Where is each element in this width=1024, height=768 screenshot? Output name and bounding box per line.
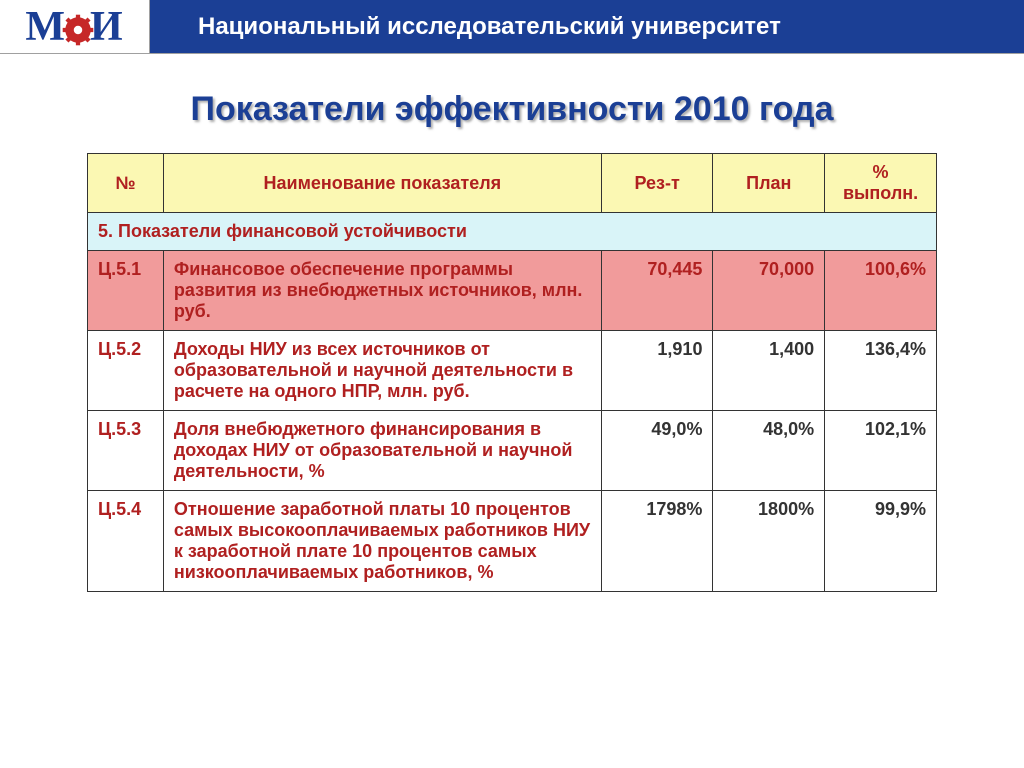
row-desc: Доходы НИУ из всех источников от образов…	[163, 331, 601, 411]
row-percent: 102,1%	[825, 411, 937, 491]
section-label: 5. Показатели финансовой устойчивости	[88, 213, 937, 251]
row-code: Ц.5.4	[88, 491, 164, 592]
row-percent: 136,4%	[825, 331, 937, 411]
row-plan: 70,000	[713, 251, 825, 331]
row-code: Ц.5.2	[88, 331, 164, 411]
col-plan: План	[713, 154, 825, 213]
col-name: Наименование показателя	[163, 154, 601, 213]
table-row: Ц.5.2 Доходы НИУ из всех источников от о…	[88, 331, 937, 411]
logo-box: М	[0, 0, 150, 53]
row-code: Ц.5.3	[88, 411, 164, 491]
col-num: №	[88, 154, 164, 213]
gear-icon	[61, 10, 95, 44]
row-code: Ц.5.1	[88, 251, 164, 331]
logo: М	[25, 3, 123, 51]
col-percent: % выполн.	[825, 154, 937, 213]
logo-letter-m: М	[25, 3, 66, 51]
table-container: № Наименование показателя Рез-т План % в…	[87, 153, 937, 592]
row-result: 1,910	[601, 331, 713, 411]
row-desc: Отношение заработной платы 10 процентов …	[163, 491, 601, 592]
table-row: Ц.5.4 Отношение заработной платы 10 проц…	[88, 491, 937, 592]
row-result: 49,0%	[601, 411, 713, 491]
page-title: Показатели эффективности 2010 года	[0, 90, 1024, 129]
row-percent: 100,6%	[825, 251, 937, 331]
row-plan: 48,0%	[713, 411, 825, 491]
row-desc: Финансовое обеспечение программы развити…	[163, 251, 601, 331]
table-row: Ц.5.1 Финансовое обеспечение программы р…	[88, 251, 937, 331]
logo-letter-i: И	[90, 3, 124, 51]
section-row: 5. Показатели финансовой устойчивости	[88, 213, 937, 251]
header-bar: М	[0, 0, 1024, 54]
indicators-table: № Наименование показателя Рез-т План % в…	[87, 153, 937, 592]
row-plan: 1800%	[713, 491, 825, 592]
row-desc: Доля внебюджетного финансирования в дохо…	[163, 411, 601, 491]
col-result: Рез-т	[601, 154, 713, 213]
row-result: 1798%	[601, 491, 713, 592]
table-row: Ц.5.3 Доля внебюджетного финансирования …	[88, 411, 937, 491]
row-plan: 1,400	[713, 331, 825, 411]
row-result: 70,445	[601, 251, 713, 331]
table-header-row: № Наименование показателя Рез-т План % в…	[88, 154, 937, 213]
header-subtitle: Национальный исследовательский университ…	[198, 13, 781, 41]
row-percent: 99,9%	[825, 491, 937, 592]
